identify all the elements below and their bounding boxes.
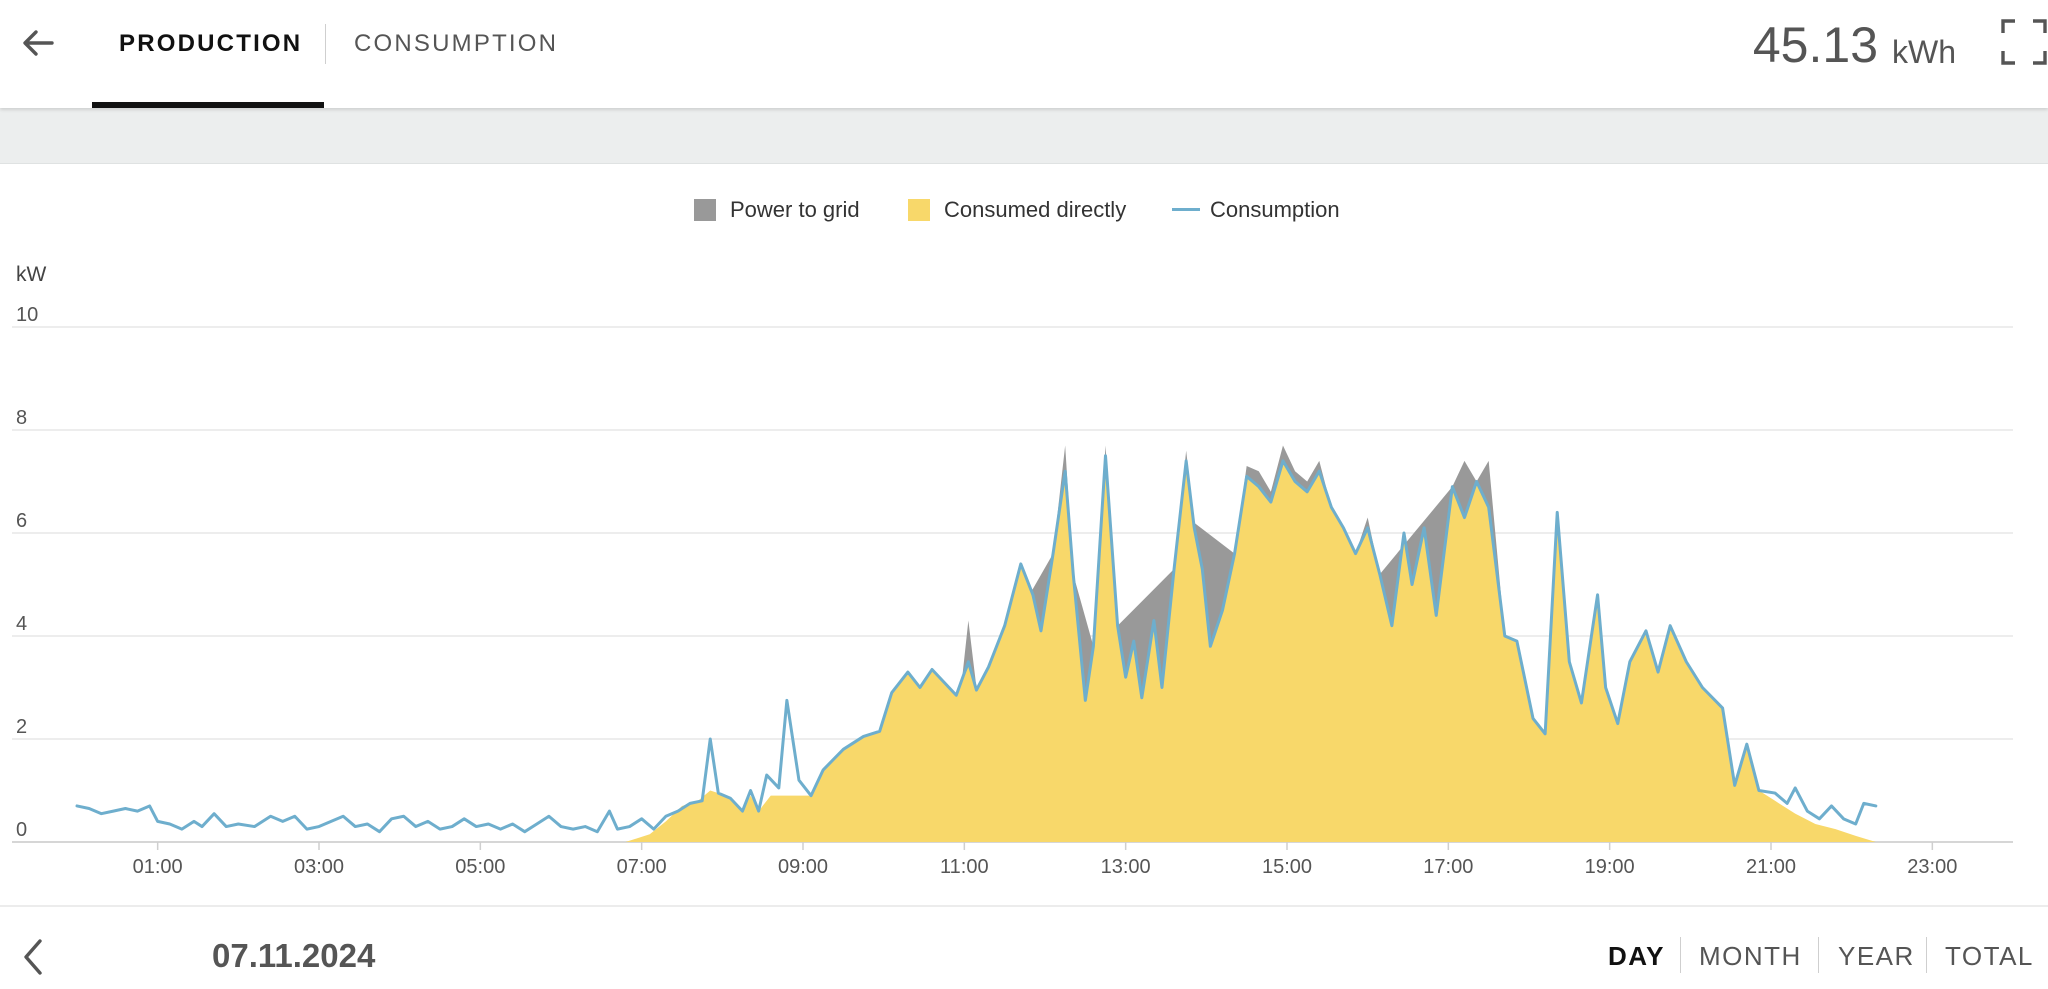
x-tick-label: 23:00 [1907,856,1957,878]
total-energy-value: 45.13 [1752,17,1878,73]
x-tick-label: 13:00 [1101,856,1151,878]
tab-production[interactable]: PRODUCTION [92,0,324,108]
y-tick-label: 8 [16,407,27,429]
y-tick-label: 2 [16,716,27,738]
y-axis-unit-label: kW [16,263,47,286]
tab-consumption[interactable]: CONSUMPTION [354,0,558,108]
y-tick-label: 6 [16,510,27,532]
x-tick-label: 19:00 [1585,856,1635,878]
x-tick-label: 03:00 [294,856,344,878]
y-tick-label: 10 [16,304,38,326]
y-tick-label: 4 [16,613,27,635]
y-tick-label: 0 [16,819,27,841]
x-tick-label: 05:00 [455,856,505,878]
legend-swatch-consumed-directly [908,199,930,221]
x-tick-label: 07:00 [617,856,667,878]
tab-consumption-label: CONSUMPTION [354,30,559,57]
production-chart: 0 2 4 6 8 10 01:00 03:00 05:00 07:00 09:00 11:00 13:… [12,263,2013,878]
chart-legend: Power to grid Consumed directly Consumpt… [0,195,2048,225]
period-divider [1680,937,1681,973]
x-tick-label: 15:00 [1262,856,1312,878]
toolbar-band [0,108,2048,164]
x-tick-label: 01:00 [133,856,183,878]
legend-label-consumption: Consumption [1210,197,1340,222]
legend-label-consumed-directly: Consumed directly [944,197,1127,222]
tab-divider [325,24,326,64]
period-day-button[interactable]: DAY [1608,941,1666,971]
period-year-button[interactable]: YEAR [1838,941,1915,971]
date-footer: 07.11.2024 DAY MONTH YEAR TOTAL [0,905,2048,989]
legend-swatch-consumption [1172,208,1200,211]
x-tick-label: 21:00 [1746,856,1796,878]
period-total-button[interactable]: TOTAL [1945,941,2034,971]
previous-date-chevron-icon[interactable] [16,935,52,979]
series-area-consumed-directly [625,455,1876,842]
legend-label-power-to-grid: Power to grid [730,197,860,222]
x-tick-label: 11:00 [940,856,989,878]
series-line-consumption [75,454,1878,834]
x-tick-label: 17:00 [1423,856,1473,878]
total-energy-unit: kWh [1892,34,1956,70]
fullscreen-icon[interactable] [2000,18,2048,66]
chart-axes: 0 2 4 6 8 10 01:00 03:00 05:00 07:00 09:00 11:00 13:… [16,304,1957,878]
period-month-button[interactable]: MONTH [1699,941,1802,971]
x-tick-label: 09:00 [778,856,828,878]
period-divider [1926,937,1927,973]
selected-date[interactable]: 07.11.2024 [212,937,376,974]
legend-swatch-power-to-grid [694,199,716,221]
top-bar: PRODUCTION CONSUMPTION 45.13 kWh [0,0,2048,108]
tab-production-label: PRODUCTION [119,30,303,57]
chart-lines [75,454,1878,834]
chart-areas [625,445,1876,842]
back-arrow-icon[interactable] [14,20,62,68]
period-divider [1818,937,1819,973]
